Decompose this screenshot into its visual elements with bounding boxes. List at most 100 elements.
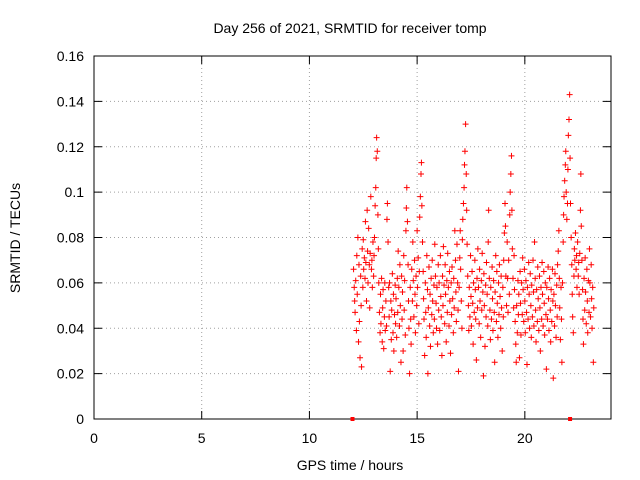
data-point xyxy=(530,322,537,329)
data-point xyxy=(424,286,431,293)
data-point xyxy=(461,161,468,168)
y-tick-label: 0.02 xyxy=(57,366,84,382)
data-point xyxy=(407,316,414,323)
data-point xyxy=(497,293,504,300)
data-point xyxy=(504,239,511,246)
data-point xyxy=(465,302,472,309)
data-point xyxy=(424,370,431,377)
data-point xyxy=(369,239,376,246)
data-point xyxy=(509,245,516,252)
data-point xyxy=(380,345,387,352)
data-point xyxy=(376,309,383,316)
data-point xyxy=(357,354,364,361)
data-point xyxy=(497,325,504,332)
data-point xyxy=(466,284,473,291)
axis-markers xyxy=(350,417,573,421)
data-point xyxy=(411,291,418,298)
data-point xyxy=(395,248,402,255)
data-point xyxy=(373,155,380,162)
data-point xyxy=(446,268,453,275)
data-point xyxy=(406,370,413,377)
data-point xyxy=(551,322,558,329)
data-point xyxy=(540,268,547,275)
data-point xyxy=(523,361,530,368)
data-point xyxy=(490,277,497,284)
data-point xyxy=(361,254,368,261)
data-point xyxy=(518,279,525,286)
data-point xyxy=(443,277,450,284)
data-point xyxy=(368,257,375,264)
data-point xyxy=(501,229,508,236)
data-point xyxy=(502,200,509,207)
data-point xyxy=(467,293,474,300)
data-point xyxy=(456,284,463,291)
data-point xyxy=(539,259,546,266)
data-point xyxy=(454,279,461,286)
data-point xyxy=(493,318,500,325)
data-point xyxy=(527,302,534,309)
data-point xyxy=(528,282,535,289)
data-point xyxy=(438,313,445,320)
data-point xyxy=(562,148,569,155)
data-point xyxy=(410,313,417,320)
data-point xyxy=(574,239,581,246)
data-point xyxy=(579,316,586,323)
data-point xyxy=(493,268,500,275)
data-point xyxy=(375,279,382,286)
data-point xyxy=(423,252,430,259)
data-point xyxy=(476,266,483,273)
data-point xyxy=(422,279,429,286)
data-point xyxy=(478,307,485,314)
data-point xyxy=(434,341,441,348)
data-point xyxy=(367,193,374,200)
y-tick-label: 0.06 xyxy=(57,275,84,291)
data-point xyxy=(514,277,521,284)
y-tick-label: 0.16 xyxy=(57,48,84,64)
data-point xyxy=(443,338,450,345)
data-point xyxy=(553,334,560,341)
data-point xyxy=(455,307,462,314)
data-point xyxy=(495,279,502,286)
data-point xyxy=(415,254,422,261)
x-axis-label: GPS time / hours xyxy=(297,457,404,473)
data-point xyxy=(459,236,466,243)
data-point xyxy=(516,354,523,361)
data-point xyxy=(429,298,436,305)
data-point xyxy=(484,291,491,298)
data-point xyxy=(379,304,386,311)
data-point xyxy=(573,284,580,291)
data-point xyxy=(388,336,395,343)
data-point xyxy=(577,170,584,177)
data-point xyxy=(421,352,428,359)
data-point xyxy=(524,284,531,291)
data-point xyxy=(367,250,374,257)
data-point xyxy=(377,329,384,336)
data-point xyxy=(431,241,438,248)
data-point xyxy=(450,329,457,336)
data-point xyxy=(479,288,486,295)
data-point xyxy=(474,245,481,252)
data-point xyxy=(537,347,544,354)
data-point xyxy=(540,322,547,329)
data-point xyxy=(478,277,485,284)
data-point xyxy=(563,189,570,196)
data-point xyxy=(377,320,384,327)
data-point xyxy=(543,284,550,291)
data-point xyxy=(546,275,553,282)
data-point xyxy=(371,252,378,259)
data-point xyxy=(549,298,556,305)
data-point xyxy=(413,302,420,309)
x-tick-label: 15 xyxy=(409,430,425,446)
data-point xyxy=(422,309,429,316)
data-point xyxy=(468,322,475,329)
data-point xyxy=(499,347,506,354)
data-point xyxy=(477,334,484,341)
data-point xyxy=(550,375,557,382)
data-point xyxy=(551,270,558,277)
data-point xyxy=(532,275,539,282)
grid-lines xyxy=(94,56,611,419)
data-point xyxy=(586,245,593,252)
data-point xyxy=(426,322,433,329)
data-point xyxy=(505,309,512,316)
data-point xyxy=(543,366,550,373)
